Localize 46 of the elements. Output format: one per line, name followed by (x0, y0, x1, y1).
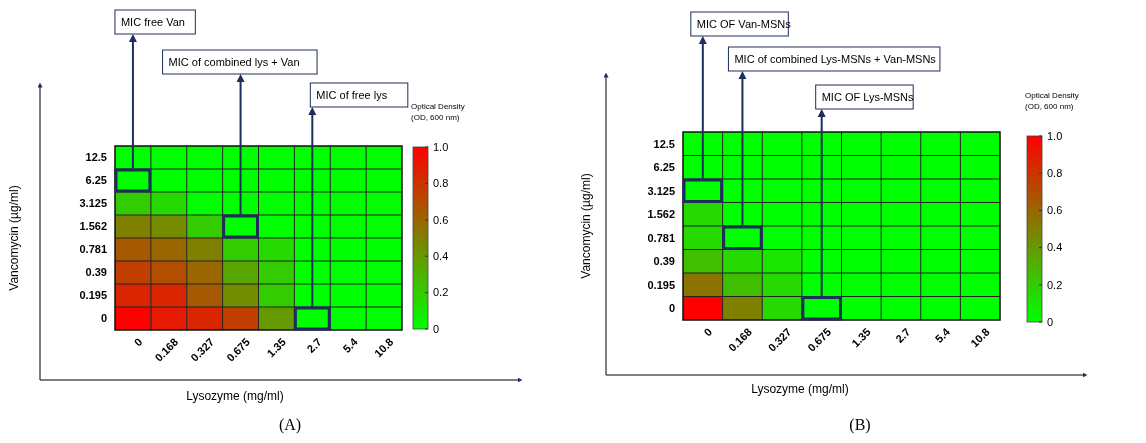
y-tick-label: 0.781 (79, 243, 107, 256)
text: MIC of free lys (316, 88, 388, 101)
y-tick-label: 0.195 (647, 278, 675, 291)
text: MIC of combined lys + Van (168, 55, 300, 68)
x-axis-title: Lysozyme (mg/ml) (186, 389, 284, 403)
y-tick-label: 12.5 (85, 151, 107, 164)
y-tick-label: 1.562 (79, 220, 107, 233)
x-tick-label: 0 (701, 325, 715, 339)
color-bar-label: 1.0 (1047, 129, 1063, 142)
text: MIC free Van (120, 15, 185, 28)
color-bar-label: 0.6 (433, 213, 449, 226)
y-tick-label: 0.39 (653, 255, 675, 268)
x-tick-label: 5.4 (932, 325, 953, 346)
color-bar-title: Optical Density (OD, 600 nm) (1025, 91, 1079, 111)
y-axis-title: Vancomycin (µg/ml) (579, 173, 593, 279)
color-bar-label: 0.4 (1047, 241, 1063, 254)
text: (A) (278, 416, 302, 434)
y-tick-label: 0 (668, 302, 675, 315)
y-tick-label: 3.125 (79, 197, 107, 210)
color-bar-label: 0.2 (433, 286, 449, 299)
color-bar-label: 0.6 (1047, 204, 1063, 217)
color-bar-label: 0.4 (433, 250, 449, 263)
y-tick-label: 6.25 (653, 161, 675, 174)
color-bar-label: 0.2 (1047, 278, 1063, 291)
y-axis-title: Vancomycin (µg/ml) (7, 185, 21, 291)
color-bar-label: 1.0 (433, 140, 449, 153)
text: (B) (849, 416, 871, 434)
y-tick-label: 1.562 (647, 208, 675, 221)
text: MIC OF Lys-MSNs (821, 90, 915, 103)
y-tick-label: 0.781 (647, 231, 675, 244)
y-tick-label: 6.25 (85, 174, 107, 187)
text: MIC of combined Lys-MSNs + Van-MSNs (734, 52, 937, 65)
y-tick-label: 3.125 (647, 184, 675, 197)
y-tick-label: 0 (100, 312, 107, 325)
x-tick-label: 5.4 (340, 335, 361, 356)
x-axis-title: Lysozyme (mg/ml) (751, 382, 849, 396)
x-tick-label: 2.7 (304, 335, 324, 356)
color-bar-label: 0.8 (1047, 167, 1063, 180)
y-tick-label: 0.195 (79, 289, 107, 302)
color-bar-label: 0 (1047, 315, 1054, 328)
y-tick-label: 12.5 (653, 137, 675, 150)
x-tick-label: 2.7 (893, 325, 913, 346)
color-bar-title: Optical Density (OD, 600 nm) (411, 102, 465, 122)
x-tick-label: 0 (131, 335, 145, 349)
y-tick-label: 0.39 (85, 266, 107, 279)
color-bar-label: 0.8 (433, 177, 449, 190)
